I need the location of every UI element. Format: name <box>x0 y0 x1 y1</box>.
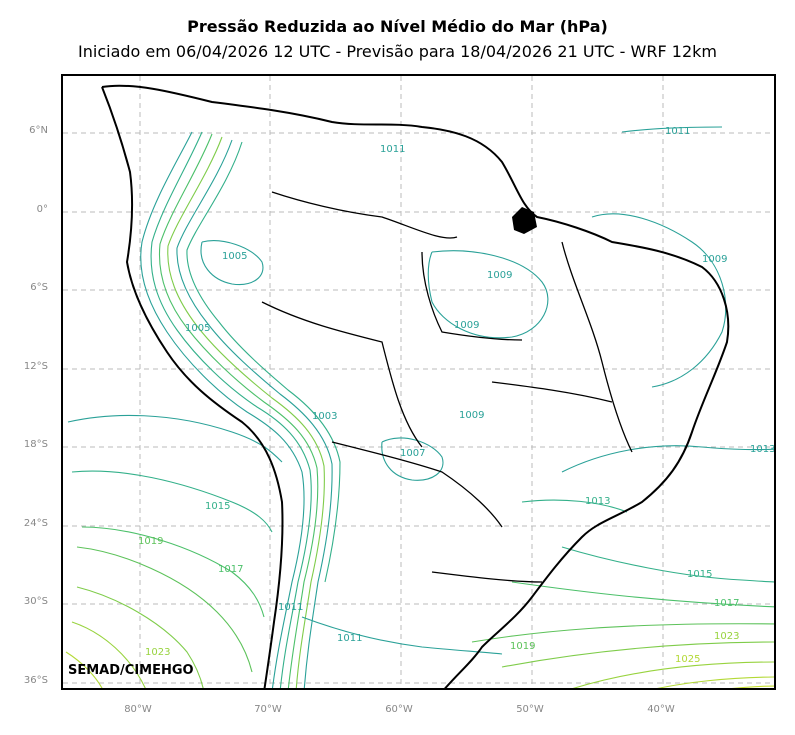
isobar-1013-se <box>521 499 628 513</box>
contour-label: 1017 <box>218 564 243 575</box>
andes-contour-6 <box>186 141 341 583</box>
contour-label: 1007 <box>400 448 425 459</box>
contour-label: 1009 <box>454 320 479 331</box>
contour-label: 1019 <box>510 641 535 652</box>
border-4 <box>331 441 503 528</box>
isobar-1011-north <box>621 126 723 133</box>
lat-label-36s: 36°S <box>23 675 48 686</box>
contour-label: 1009 <box>459 410 484 421</box>
isobar-1009-north <box>591 213 727 388</box>
isobar-1019-west <box>76 546 253 673</box>
border-1 <box>271 191 458 239</box>
lon-label-60w: 60°W <box>385 704 413 715</box>
contour-label: 1011 <box>665 126 690 137</box>
contour-label: 1025 <box>675 654 700 665</box>
lat-label-24s: 24°S <box>23 518 48 529</box>
contour-label: 1005 <box>185 323 210 334</box>
contour-label: 1005 <box>222 251 247 262</box>
gridlines <box>63 76 774 688</box>
border-3 <box>261 301 423 448</box>
map-title: Pressão Reduzida ao Nível Médio do Mar (… <box>187 17 608 36</box>
andes-contour-4 <box>167 136 325 688</box>
isobar-1021-east <box>501 641 774 668</box>
lon-label-70w: 70°W <box>254 704 282 715</box>
lat-label-6s: 6°S <box>30 282 48 293</box>
border-5 <box>431 571 543 583</box>
isobar-1005-nw <box>200 240 264 286</box>
isobar-1015-east <box>561 546 774 583</box>
isobar-1023-west <box>71 621 146 688</box>
contour-label: 1011 <box>380 144 405 155</box>
map-subtitle: Iniciado em 06/04/2026 12 UTC - Previsão… <box>78 42 717 61</box>
lat-label-12s: 12°S <box>23 361 48 372</box>
lon-label-80w: 80°W <box>124 704 152 715</box>
contour-label: 1015 <box>205 501 230 512</box>
coastline <box>101 84 730 688</box>
isobar-1011-south <box>301 616 503 655</box>
lon-label-50w: 50°W <box>516 704 544 715</box>
lat-label-30s: 30°S <box>23 596 48 607</box>
isobar-1025-west <box>65 651 103 688</box>
isobar-1025-east <box>657 676 774 688</box>
lat-label-18s: 18°S <box>23 439 48 450</box>
contour-label: 1017 <box>714 598 739 609</box>
west-coast <box>101 86 284 688</box>
lat-label-6n: 6°N <box>29 125 48 136</box>
contour-labels: 1011 1011 1009 1009 1009 1009 1005 1005 … <box>138 126 775 665</box>
contour-label: 1009 <box>702 254 727 265</box>
isobar-1019-east <box>471 623 774 643</box>
contour-label: 1015 <box>687 569 712 580</box>
isobar-1017-west <box>81 526 265 618</box>
andes-contour-5 <box>176 139 333 688</box>
border-2 <box>421 251 523 341</box>
isobar-1009-interior <box>427 250 549 339</box>
contour-label: 1011 <box>278 602 303 613</box>
map-canvas: 1011 1011 1009 1009 1009 1009 1005 1005 … <box>63 76 775 688</box>
contour-label: 1011 <box>337 633 362 644</box>
credit-label: SEMAD/CIMEHGO <box>68 663 194 678</box>
contour-label: 1023 <box>145 647 170 658</box>
border-6 <box>561 241 633 453</box>
contour-label: 1009 <box>487 270 512 281</box>
isobar-1007-center <box>381 437 444 481</box>
border-7 <box>491 381 613 403</box>
andes-contour-3 <box>158 133 319 688</box>
lon-label-40w: 40°W <box>647 704 675 715</box>
isobar-1027-east <box>731 685 774 688</box>
contour-label: 1013 <box>585 496 610 507</box>
isobar-1015-south <box>71 470 273 533</box>
isobar-1023-east <box>572 661 774 688</box>
contour-label: 1023 <box>714 631 739 642</box>
andes-contour-2 <box>150 131 312 688</box>
isobar-1013-south <box>67 414 283 463</box>
andes-contour-1 <box>140 131 305 688</box>
map-panel: 1011 1011 1009 1009 1009 1009 1005 1005 … <box>61 74 776 690</box>
isobar-1021-west <box>76 586 204 688</box>
marajo-island <box>512 207 537 234</box>
contour-label: 1019 <box>138 536 163 547</box>
coastline-borders <box>101 84 730 688</box>
contour-label: 1003 <box>312 411 337 422</box>
isobar-lines <box>65 126 774 688</box>
lat-label-0: 0° <box>36 204 48 215</box>
isobar-1013-east <box>561 445 774 473</box>
contour-label: 1013 <box>750 444 775 455</box>
